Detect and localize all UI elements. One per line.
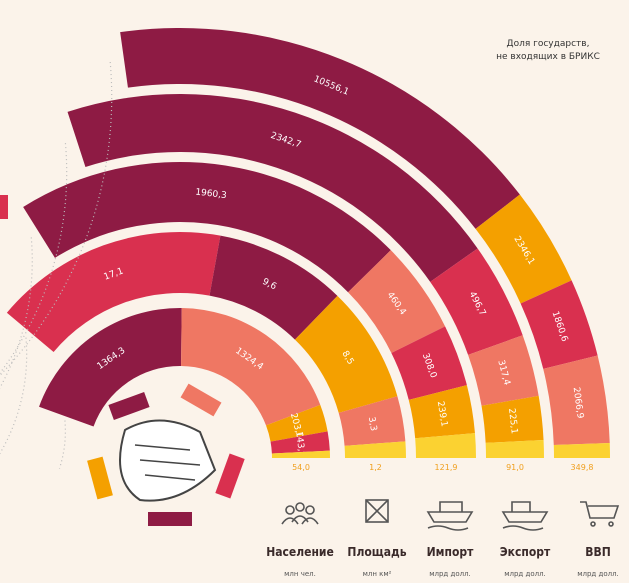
segment-label: 143,8 xyxy=(293,431,306,458)
segment-label: 54,0 xyxy=(292,463,310,472)
category-label: Площадь xyxy=(347,545,406,559)
segment-label: 1,2 xyxy=(369,463,382,472)
icons xyxy=(281,499,620,531)
arc-segment xyxy=(294,295,398,413)
segment-label: 91,0 xyxy=(506,463,524,472)
arc-segment xyxy=(120,28,520,229)
arc-segment xyxy=(270,431,330,454)
segment-label: 2066,9 xyxy=(571,387,585,420)
non-brics-arc xyxy=(58,420,66,469)
arc-segment xyxy=(485,440,544,458)
segment-label: 239,1 xyxy=(435,400,449,427)
segment-label: 225,1 xyxy=(506,408,519,435)
non-brics-arc xyxy=(0,337,28,455)
handshake-illustration xyxy=(87,383,245,526)
arc-segment xyxy=(553,443,610,458)
category-label: Экспорт xyxy=(500,545,551,559)
arc-segment xyxy=(271,450,330,458)
non-brics-arc xyxy=(0,237,33,389)
segment-label: 1960,3 xyxy=(195,188,227,202)
accent-bar xyxy=(0,195,8,219)
unit-label: млрд долл. xyxy=(577,570,619,578)
arc-segment xyxy=(475,194,572,304)
unit-label: млрд долл. xyxy=(504,570,546,578)
category-label: Население xyxy=(266,545,334,559)
arc-segment xyxy=(391,326,467,400)
arc-segment xyxy=(408,385,475,439)
segment-label: 3,3 xyxy=(366,416,378,432)
unit-label: млрд долл. xyxy=(429,570,471,578)
arc-segment xyxy=(430,248,523,355)
category-label: ВВП xyxy=(585,545,611,559)
arc-segment xyxy=(543,355,610,445)
arc-segment xyxy=(348,250,446,354)
arc-segment xyxy=(338,396,406,446)
arc-segment xyxy=(39,307,182,427)
arc-segment xyxy=(266,404,328,442)
arc-segment xyxy=(344,441,406,458)
arc-segment xyxy=(6,232,221,352)
arc-segment xyxy=(481,395,544,443)
non-brics-arc xyxy=(0,62,113,377)
arc-segment xyxy=(415,433,476,458)
arc-segment xyxy=(468,335,539,406)
segment-label: 349,8 xyxy=(571,463,594,472)
unit-label: млн чел. xyxy=(284,570,316,578)
unit-label: млн км² xyxy=(363,570,392,578)
arc-segment xyxy=(520,280,598,369)
arc-segment xyxy=(67,94,478,282)
note-line: Доля государств, xyxy=(507,39,590,49)
arc-segment xyxy=(23,161,391,293)
note-line: не входящих в БРИКС xyxy=(496,52,600,62)
category-label: Импорт xyxy=(427,545,474,559)
segment-label: 121,9 xyxy=(435,463,458,472)
arc-segment xyxy=(209,235,338,340)
arc-segment xyxy=(181,308,321,426)
